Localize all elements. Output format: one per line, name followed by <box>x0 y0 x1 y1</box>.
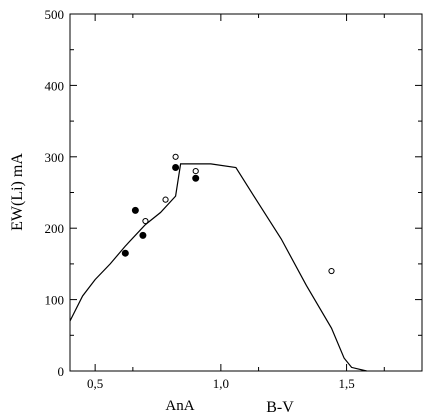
filled-data-point <box>192 174 200 182</box>
x-tick-label: 0,5 <box>87 376 103 391</box>
x-tick-label: 1,0 <box>213 376 229 391</box>
plot-frame <box>69 13 423 372</box>
open-data-point <box>142 217 149 225</box>
y-tick-label: 200 <box>45 221 65 236</box>
filled-data-point <box>131 206 139 214</box>
x-tick-label: 1,5 <box>338 376 354 391</box>
filled-data-point <box>121 249 129 257</box>
y-tick-label: 500 <box>45 7 65 22</box>
y-axis-title: EW(Li) mA <box>9 153 26 231</box>
open-data-point <box>172 153 179 160</box>
y-tick-label: 0 <box>58 364 65 379</box>
annotation-label: AnA <box>165 398 194 414</box>
y-ticks: 0 100 200 300 400 500 <box>45 7 422 379</box>
x-axis-title: B-V <box>266 399 294 416</box>
y-tick-label: 400 <box>45 78 65 93</box>
y-tick-label: 300 <box>45 150 65 165</box>
y-tick-label: 100 <box>45 293 65 308</box>
open-data-point <box>162 196 169 203</box>
x-ticks: 0,5 1,0 1,5 <box>87 14 385 391</box>
model-curve-line <box>69 163 367 372</box>
series-layer <box>69 153 367 372</box>
filled-data-point <box>139 231 147 239</box>
filled-data-point <box>172 164 180 172</box>
open-data-point <box>192 167 199 175</box>
open-data-point <box>328 267 335 275</box>
